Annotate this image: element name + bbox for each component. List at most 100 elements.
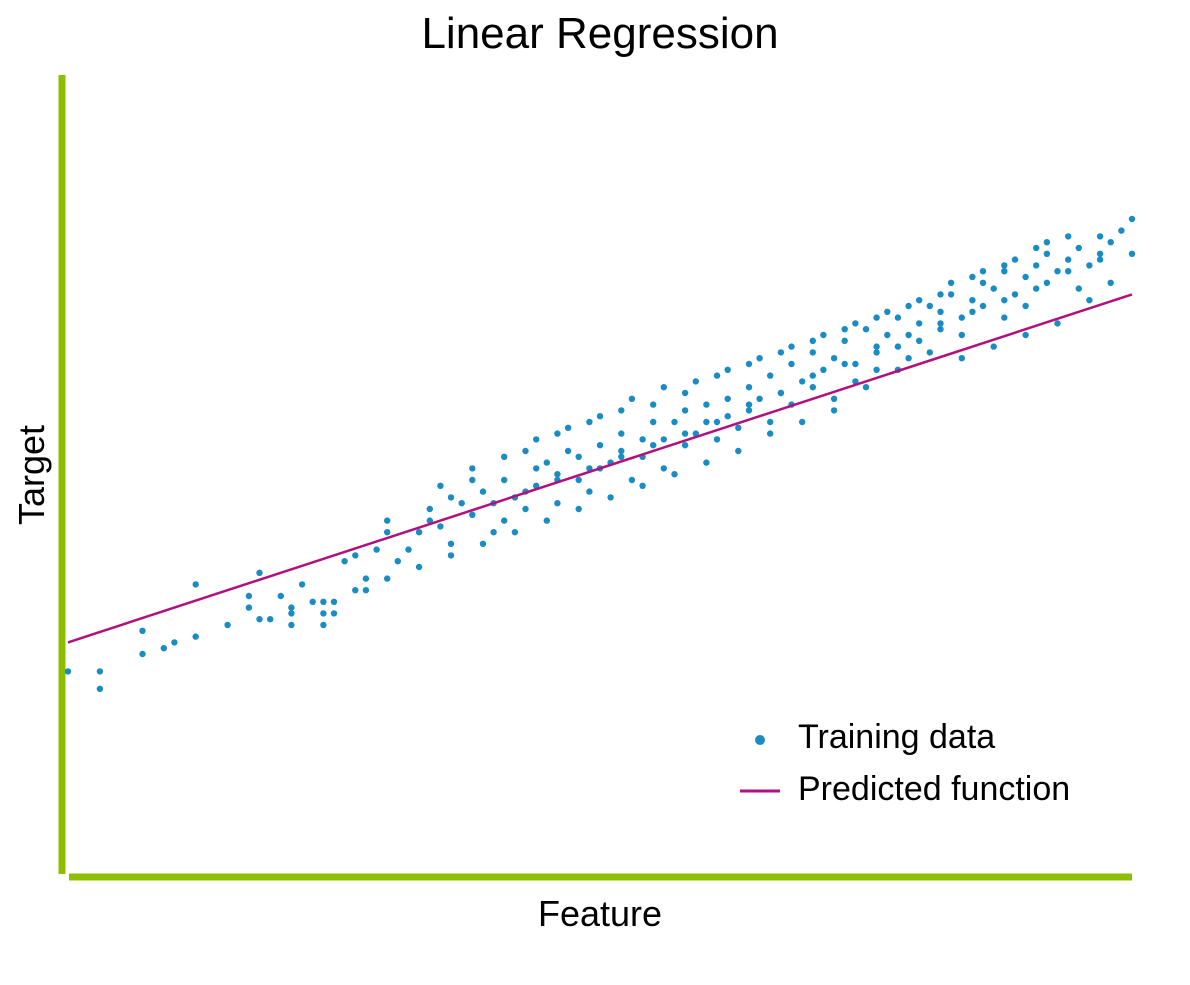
data-point-96 [894,343,902,350]
data-point-114 [1022,302,1029,310]
data-point-68 [703,401,710,408]
data-point-210 [873,343,880,350]
data-point-97 [905,355,912,362]
data-point-197 [1043,239,1051,246]
data-point-188 [756,355,763,362]
data-point-141 [735,447,742,455]
data-point-17 [320,621,327,629]
data-point-94 [884,331,891,339]
data-point-119 [1065,256,1072,263]
predicted-function-layer [67,293,1133,644]
data-point-217 [1096,250,1104,257]
data-point-214 [1001,297,1008,304]
data-point-168 [777,349,785,356]
data-point-184 [628,395,636,402]
data-point-45 [533,482,540,489]
data-point-80 [788,360,795,368]
data-point-137 [862,384,870,391]
data-point-47 [554,500,561,507]
data-point-134 [958,355,965,362]
data-point-175 [1001,262,1008,269]
data-point-28 [405,546,412,553]
data-point-37 [469,476,476,484]
data-point-75 [745,407,753,414]
data-point-76 [756,395,763,402]
data-point-213 [969,308,976,315]
data-point-194 [947,279,955,286]
data-point-103 [947,291,955,298]
data-point-153 [352,587,359,594]
data-point-86 [830,395,838,402]
data-point-104 [958,314,965,321]
data-point-126 [1118,227,1125,234]
data-point-143 [671,471,678,478]
data-point-95 [894,314,902,321]
data-point-46 [543,459,550,466]
data-point-202 [618,453,625,460]
data-point-39 [490,529,497,536]
data-point-110 [1001,314,1008,321]
data-point-25 [384,529,391,536]
data-point-87 [830,355,838,362]
data-point-61 [650,418,657,426]
data-point-130 [1107,279,1114,286]
data-point-178 [437,482,444,489]
data-point-209 [841,360,848,368]
data-point-196 [1011,256,1019,263]
data-point-52 [586,488,593,495]
data-point-163 [618,407,625,414]
data-point-48 [554,471,561,478]
data-point-70 [713,436,721,443]
data-point-156 [256,616,263,623]
data-point-32 [437,523,444,530]
data-point-59 [639,436,646,443]
data-point-15 [320,610,327,617]
data-point-67 [692,430,699,437]
data-point-35 [458,500,465,507]
data-point-132 [1022,331,1029,339]
data-point-142 [703,459,710,466]
data-point-0 [64,668,72,675]
data-point-117 [1043,250,1051,257]
data-point-128 [1128,250,1136,257]
data-point-124 [1096,256,1104,263]
data-point-77 [767,372,774,379]
data-point-51 [575,453,582,460]
data-point-53 [596,442,604,449]
data-point-148 [511,529,519,536]
data-point-139 [799,418,806,426]
predicted-function-line [67,293,1133,644]
data-point-207 [777,389,785,397]
data-point-203 [650,442,657,449]
data-point-6 [192,581,199,588]
x-axis-label: Feature [538,893,662,934]
legend-label-predicted-function: Predicted function [798,770,1070,808]
data-point-38 [479,488,487,495]
data-point-179 [469,465,476,472]
data-point-22 [362,575,370,582]
data-point-85 [820,366,827,373]
data-point-211 [905,331,912,339]
data-point-172 [905,302,912,310]
data-point-173 [937,291,944,298]
data-point-36 [469,511,476,518]
data-point-5 [171,639,178,646]
data-point-1 [96,668,104,675]
data-point-123 [1096,233,1104,240]
data-point-165 [681,389,689,397]
data-point-155 [288,604,295,611]
data-point-33 [447,540,455,547]
data-point-26 [384,517,391,524]
data-point-144 [639,482,646,489]
data-point-161 [554,430,561,437]
data-point-12 [288,610,295,617]
data-point-64 [671,418,678,426]
data-point-40 [501,517,508,524]
data-point-192 [884,308,891,315]
data-point-57 [618,447,625,455]
data-point-118 [1054,268,1061,275]
data-point-170 [841,326,848,333]
data-point-129 [1086,297,1093,304]
data-point-65 [681,442,689,449]
